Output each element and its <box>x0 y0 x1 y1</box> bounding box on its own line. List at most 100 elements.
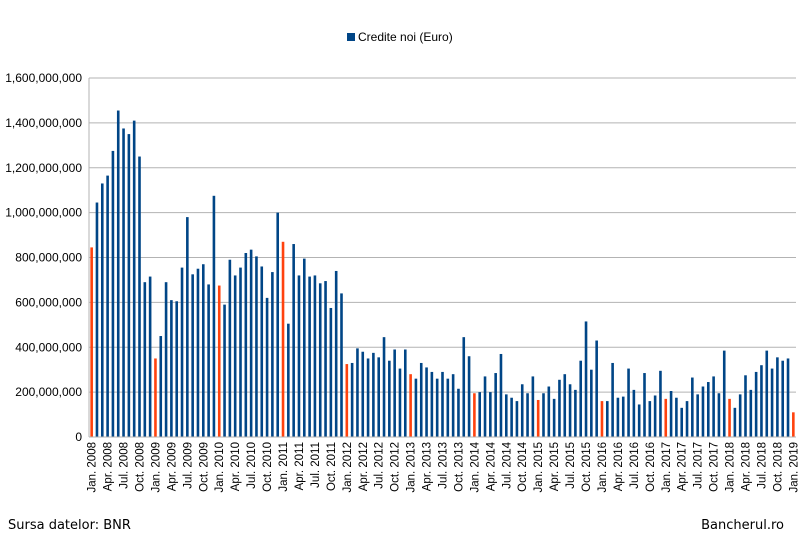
bar <box>776 357 779 437</box>
bar <box>398 368 402 437</box>
x-tick-label: Oct. 2011 <box>326 442 338 491</box>
x-tick-label: Jul. 2009 <box>182 442 194 489</box>
x-tick-label: Oct. 2010 <box>262 442 274 492</box>
y-tick-label: 1,600,000,000 <box>5 71 82 85</box>
x-axis-tick-labels: Jan. 2008 Apr. 2008 Jul. 2008 Oct. 2008 Jan.… <box>87 441 800 492</box>
y-tick-label: 200,000,000 <box>15 385 82 399</box>
y-tick-label: 0 <box>75 430 82 444</box>
x-tick-label: Oct. 2018 <box>772 442 784 492</box>
bar <box>388 360 391 437</box>
bar <box>605 401 609 437</box>
x-tick-label: Jan. 2008 <box>87 442 99 493</box>
x-tick-label: Apr. 2010 <box>230 442 242 491</box>
bar <box>271 272 274 437</box>
x-tick-label: Apr. 2009 <box>166 442 178 491</box>
x-tick-label: Jul. 2015 <box>565 442 577 489</box>
bar <box>265 297 269 437</box>
bar <box>669 391 673 437</box>
bar <box>425 367 428 437</box>
x-tick-label: Oct. 2012 <box>390 442 402 492</box>
bar <box>414 378 418 437</box>
bar <box>595 340 598 437</box>
legend-label: Credite noi (Euro) <box>358 30 453 44</box>
bar <box>611 362 614 437</box>
bar <box>361 351 365 437</box>
bar <box>722 350 726 437</box>
x-tick-label: Apr. 2014 <box>485 441 497 491</box>
bar <box>340 293 343 437</box>
x-tick-label: Apr. 2017 <box>677 442 689 491</box>
bar-january <box>154 358 157 437</box>
bar <box>372 352 375 437</box>
bar <box>616 397 620 437</box>
bar <box>239 267 242 437</box>
bar <box>680 407 684 437</box>
bar <box>483 376 487 437</box>
bar <box>653 395 657 437</box>
bar <box>201 264 205 437</box>
bar <box>446 378 450 437</box>
bar <box>675 397 678 437</box>
x-tick-label: Apr. 2016 <box>613 442 625 491</box>
bar <box>435 378 439 437</box>
x-tick-label: Jul. 2014 <box>501 441 513 488</box>
bar <box>754 371 758 437</box>
x-tick-label: Jan. 2012 <box>342 442 354 493</box>
bar <box>244 253 248 437</box>
bar <box>393 349 396 437</box>
bar <box>233 275 237 437</box>
bar <box>744 375 747 437</box>
bar-january <box>281 241 285 437</box>
legend-swatch <box>347 33 355 41</box>
bar <box>717 393 721 437</box>
bar <box>356 348 359 437</box>
bar <box>568 384 572 437</box>
bar <box>111 150 115 438</box>
bar <box>302 258 306 437</box>
x-tick-label: Jan. 2017 <box>661 442 673 493</box>
bar <box>574 389 577 437</box>
bar <box>749 389 753 437</box>
x-tick-label: Jan. 2009 <box>150 442 162 493</box>
bar-january <box>473 393 476 437</box>
x-tick-label: Apr. 2013 <box>422 442 434 491</box>
bar <box>738 394 742 437</box>
bar <box>558 379 561 437</box>
bar <box>159 336 163 437</box>
bar <box>706 382 710 437</box>
bar <box>451 374 455 437</box>
x-tick-label: Apr. 2012 <box>358 442 370 491</box>
bar <box>212 195 216 437</box>
bar <box>526 393 529 437</box>
bar <box>403 349 407 437</box>
bar-january <box>664 398 668 437</box>
bar <box>127 134 131 437</box>
bar <box>260 266 264 437</box>
bar <box>510 397 513 437</box>
bar <box>191 274 194 437</box>
bar <box>366 358 370 437</box>
bar <box>590 369 593 437</box>
bar <box>765 350 769 437</box>
x-tick-label: Jul. 2010 <box>246 442 258 489</box>
bar <box>334 270 338 437</box>
bar <box>180 267 184 437</box>
x-tick-label: Jan. 2013 <box>406 442 418 493</box>
bar <box>292 244 295 437</box>
bar <box>308 276 311 437</box>
bar <box>95 202 99 437</box>
bar <box>770 368 774 437</box>
bar <box>164 282 168 437</box>
bar <box>621 396 625 437</box>
bar <box>627 368 630 437</box>
bar <box>207 284 210 437</box>
x-tick-label: Oct. 2017 <box>709 442 721 492</box>
x-tick-label: Jan. 2016 <box>597 442 609 493</box>
bars <box>90 110 795 438</box>
x-tick-label: Oct. 2015 <box>581 442 593 492</box>
bar <box>467 356 471 437</box>
legend: Credite noi (Euro) <box>347 30 453 44</box>
bar <box>531 376 535 437</box>
bar <box>148 276 152 437</box>
bar <box>186 217 189 437</box>
